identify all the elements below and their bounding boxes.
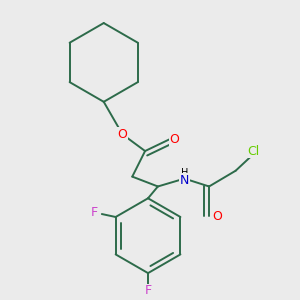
Text: O: O: [118, 128, 128, 141]
Text: O: O: [212, 209, 222, 223]
Text: F: F: [145, 284, 152, 297]
Text: F: F: [90, 206, 98, 219]
Text: H: H: [181, 168, 188, 178]
Text: O: O: [170, 133, 179, 146]
Text: N: N: [180, 174, 189, 187]
Text: Cl: Cl: [247, 145, 260, 158]
